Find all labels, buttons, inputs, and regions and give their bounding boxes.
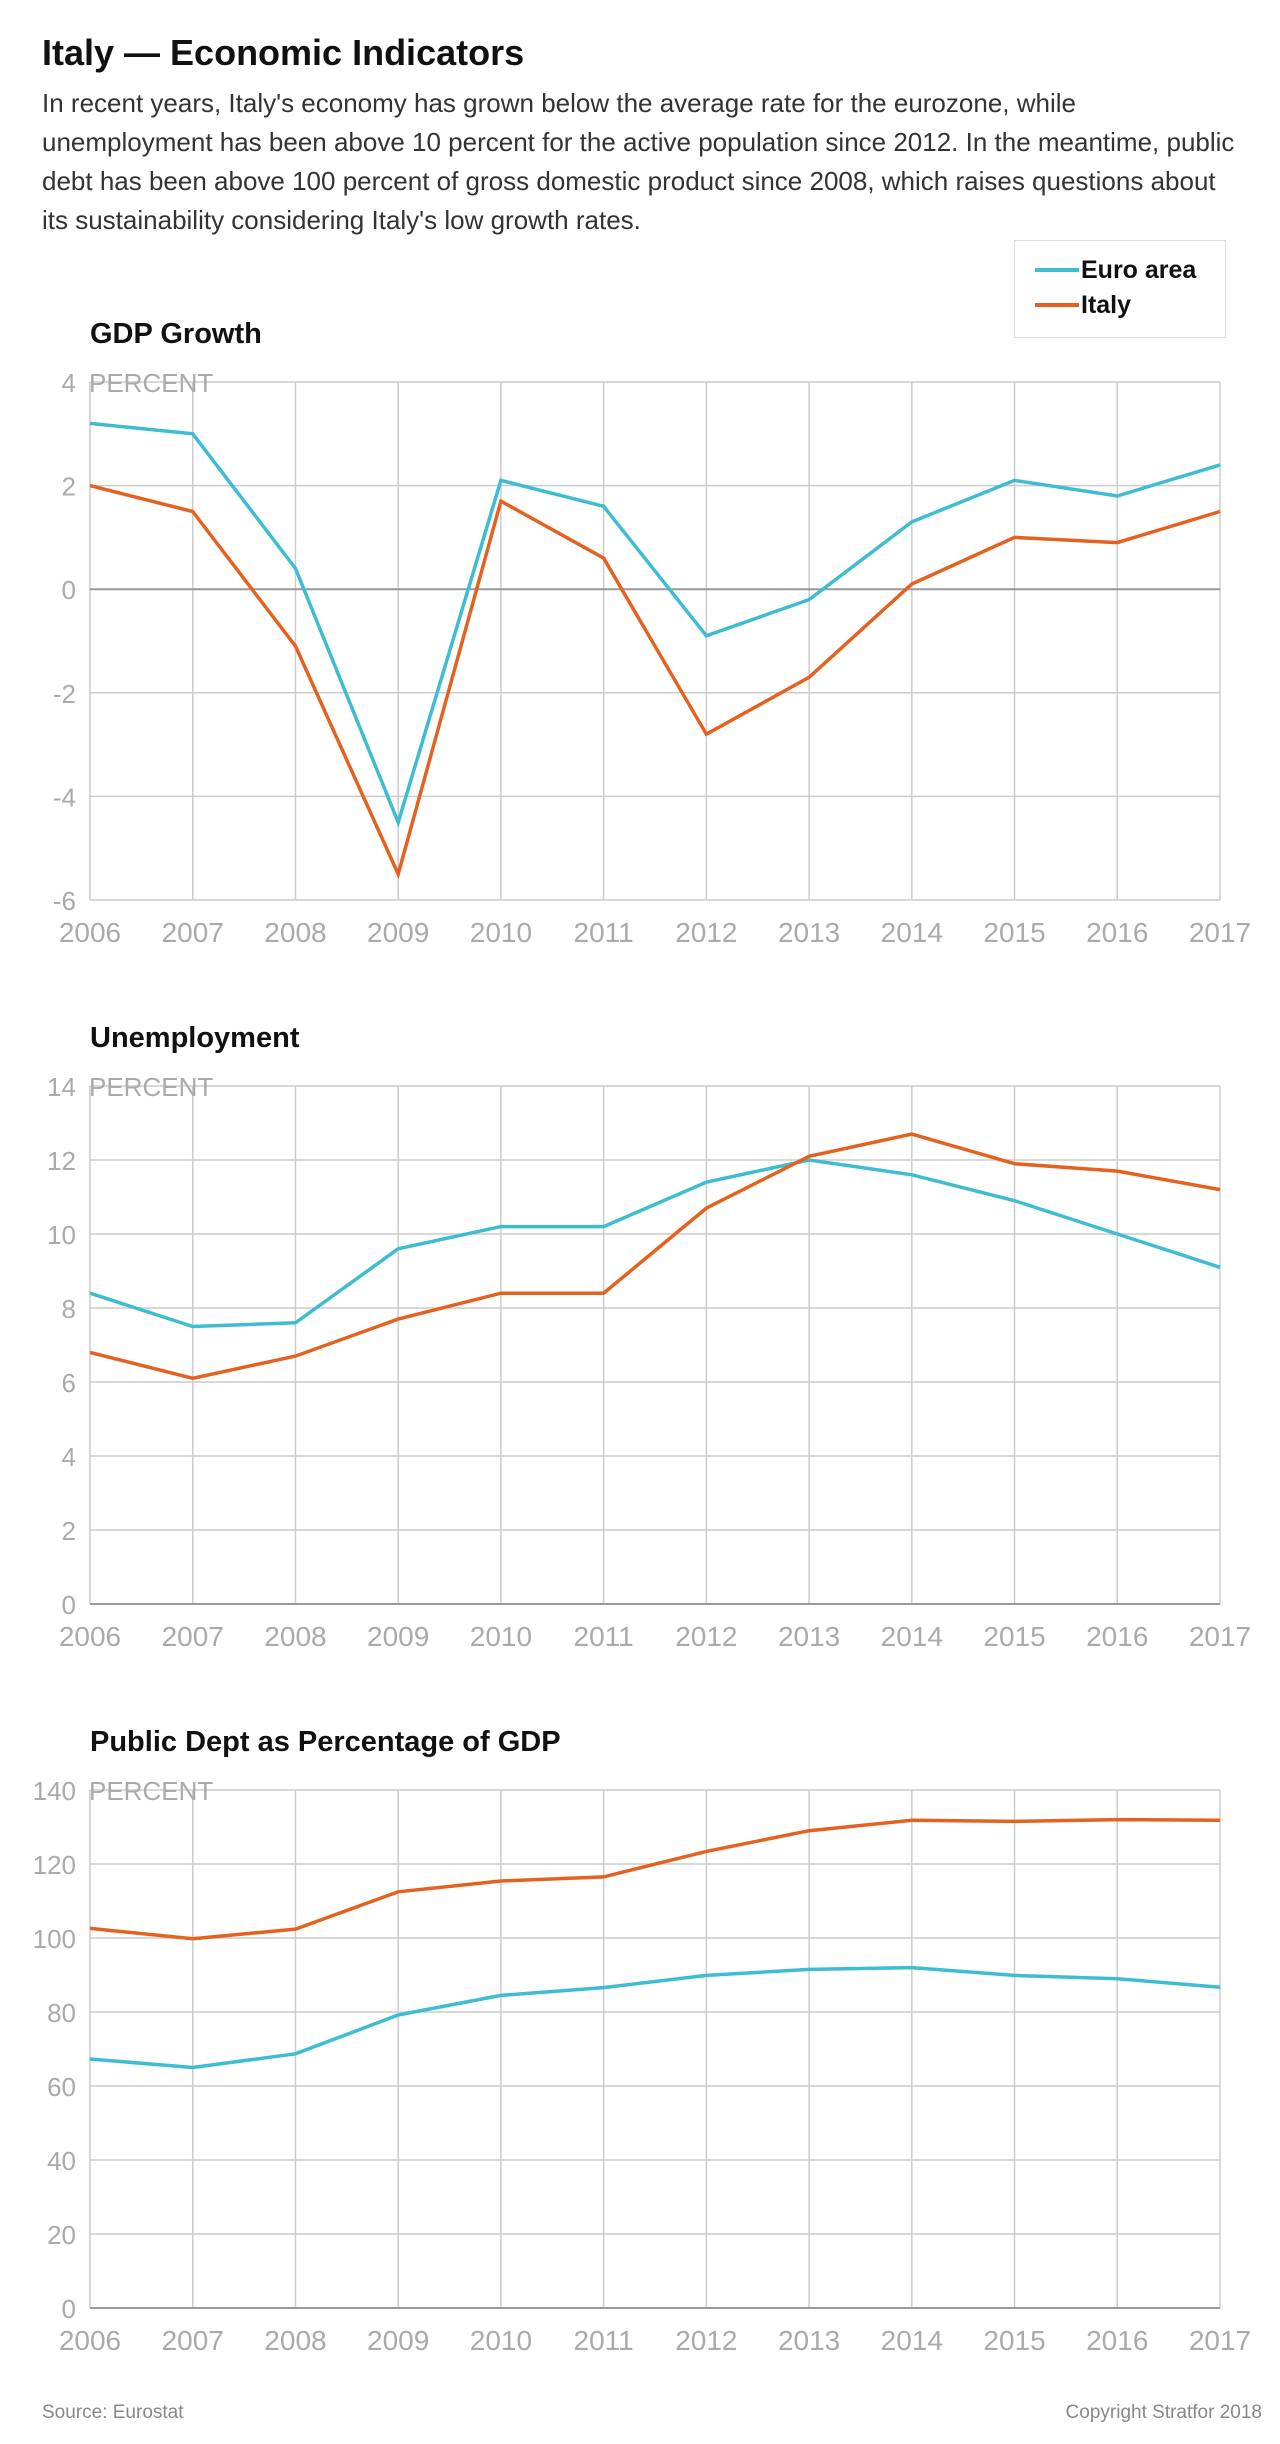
source-note: Source: Eurostat	[42, 2402, 184, 2423]
page-title: Italy — Economic Indicators	[42, 32, 525, 73]
x-tick-label: 2008	[264, 1621, 326, 1652]
series-line-italy	[89, 1817, 1221, 1941]
y-tick-label: 80	[47, 1998, 76, 2028]
x-tick-label: 2013	[778, 2325, 840, 2356]
x-tick-label: 2006	[59, 1621, 121, 1652]
copyright-note: Copyright Stratfor 2018	[1065, 2402, 1262, 2423]
chart-title: GDP Growth	[90, 318, 262, 350]
x-tick-label: 2010	[470, 917, 532, 948]
series-line-italy	[89, 483, 1221, 880]
x-tick-label: 2008	[264, 917, 326, 948]
y-tick-label: 2	[62, 472, 76, 502]
y-axis-unit: PERCENT	[89, 368, 213, 398]
series-line-euro-area	[89, 1158, 1221, 1329]
legend-item-italy: Italy	[1035, 290, 1131, 320]
x-tick-label: 2014	[881, 2325, 943, 2356]
y-tick-label: 12	[47, 1146, 76, 1176]
x-tick-label: 2007	[162, 1621, 224, 1652]
y-tick-label: 10	[47, 1220, 76, 1250]
y-tick-label: 20	[47, 2220, 76, 2250]
x-tick-label: 2012	[675, 917, 737, 948]
chart-title: Unemployment	[90, 1022, 300, 1054]
legend-label-italy: Italy	[1081, 290, 1132, 319]
chart-legend: Euro area Italy	[1014, 240, 1226, 338]
x-tick-label: 2010	[470, 2325, 532, 2356]
y-tick-label: 0	[62, 1590, 76, 1620]
series-line-euro-area	[89, 421, 1221, 828]
x-tick-label: 2013	[778, 1621, 840, 1652]
x-tick-label: 2016	[1086, 1621, 1148, 1652]
y-tick-label: 0	[62, 2294, 76, 2324]
x-tick-label: 2017	[1189, 2325, 1251, 2356]
x-tick-label: 2015	[983, 917, 1045, 948]
y-axis-unit: PERCENT	[89, 1072, 213, 1102]
series-line-italy	[89, 1132, 1221, 1381]
legend-item-euro-area: Euro area	[1035, 255, 1196, 285]
x-tick-label: 2006	[59, 2325, 121, 2356]
x-tick-label: 2014	[881, 917, 943, 948]
y-tick-label: -4	[53, 782, 76, 812]
x-tick-label: 2011	[574, 2325, 634, 2356]
y-tick-label: 8	[62, 1294, 76, 1324]
chart-title: Public Dept as Percentage of GDP	[90, 1726, 561, 1758]
y-tick-label: -6	[53, 886, 76, 916]
x-tick-label: 2009	[367, 917, 429, 948]
y-tick-label: 100	[33, 1924, 76, 1954]
x-tick-label: 2008	[264, 2325, 326, 2356]
series-line-euro-area	[89, 1965, 1221, 2070]
x-tick-label: 2013	[778, 917, 840, 948]
x-tick-label: 2011	[574, 917, 634, 948]
x-tick-label: 2014	[881, 1621, 943, 1652]
x-tick-label: 2015	[983, 1621, 1045, 1652]
x-tick-label: 2006	[59, 917, 121, 948]
y-tick-label: 14	[47, 1072, 76, 1102]
y-tick-label: 60	[47, 2072, 76, 2102]
y-tick-label: 2	[62, 1516, 76, 1546]
x-tick-label: 2009	[367, 1621, 429, 1652]
legend-swatch-italy	[1035, 303, 1079, 307]
x-tick-label: 2017	[1189, 1621, 1251, 1652]
x-tick-label: 2007	[162, 2325, 224, 2356]
y-tick-label: -2	[53, 679, 76, 709]
y-tick-label: 6	[62, 1368, 76, 1398]
x-tick-label: 2012	[675, 2325, 737, 2356]
x-tick-label: 2007	[162, 917, 224, 948]
y-tick-label: 0	[62, 575, 76, 605]
legend-label-euro-area: Euro area	[1081, 255, 1197, 284]
x-tick-label: 2015	[983, 2325, 1045, 2356]
x-tick-label: 2011	[574, 1621, 634, 1652]
x-tick-label: 2016	[1086, 917, 1148, 948]
x-tick-label: 2017	[1189, 917, 1251, 948]
y-tick-label: 40	[47, 2146, 76, 2176]
x-tick-label: 2010	[470, 1621, 532, 1652]
y-tick-label: 4	[62, 368, 76, 398]
y-tick-label: 120	[33, 1850, 76, 1880]
y-axis-unit: PERCENT	[89, 1776, 213, 1806]
y-tick-label: 140	[33, 1776, 76, 1806]
legend-swatch-euro-area	[1035, 268, 1079, 272]
x-tick-label: 2016	[1086, 2325, 1148, 2356]
x-tick-label: 2012	[675, 1621, 737, 1652]
y-tick-label: 4	[62, 1442, 76, 1472]
page-subtitle: In recent years, Italy's economy has gro…	[42, 88, 1235, 235]
x-tick-label: 2009	[367, 2325, 429, 2356]
